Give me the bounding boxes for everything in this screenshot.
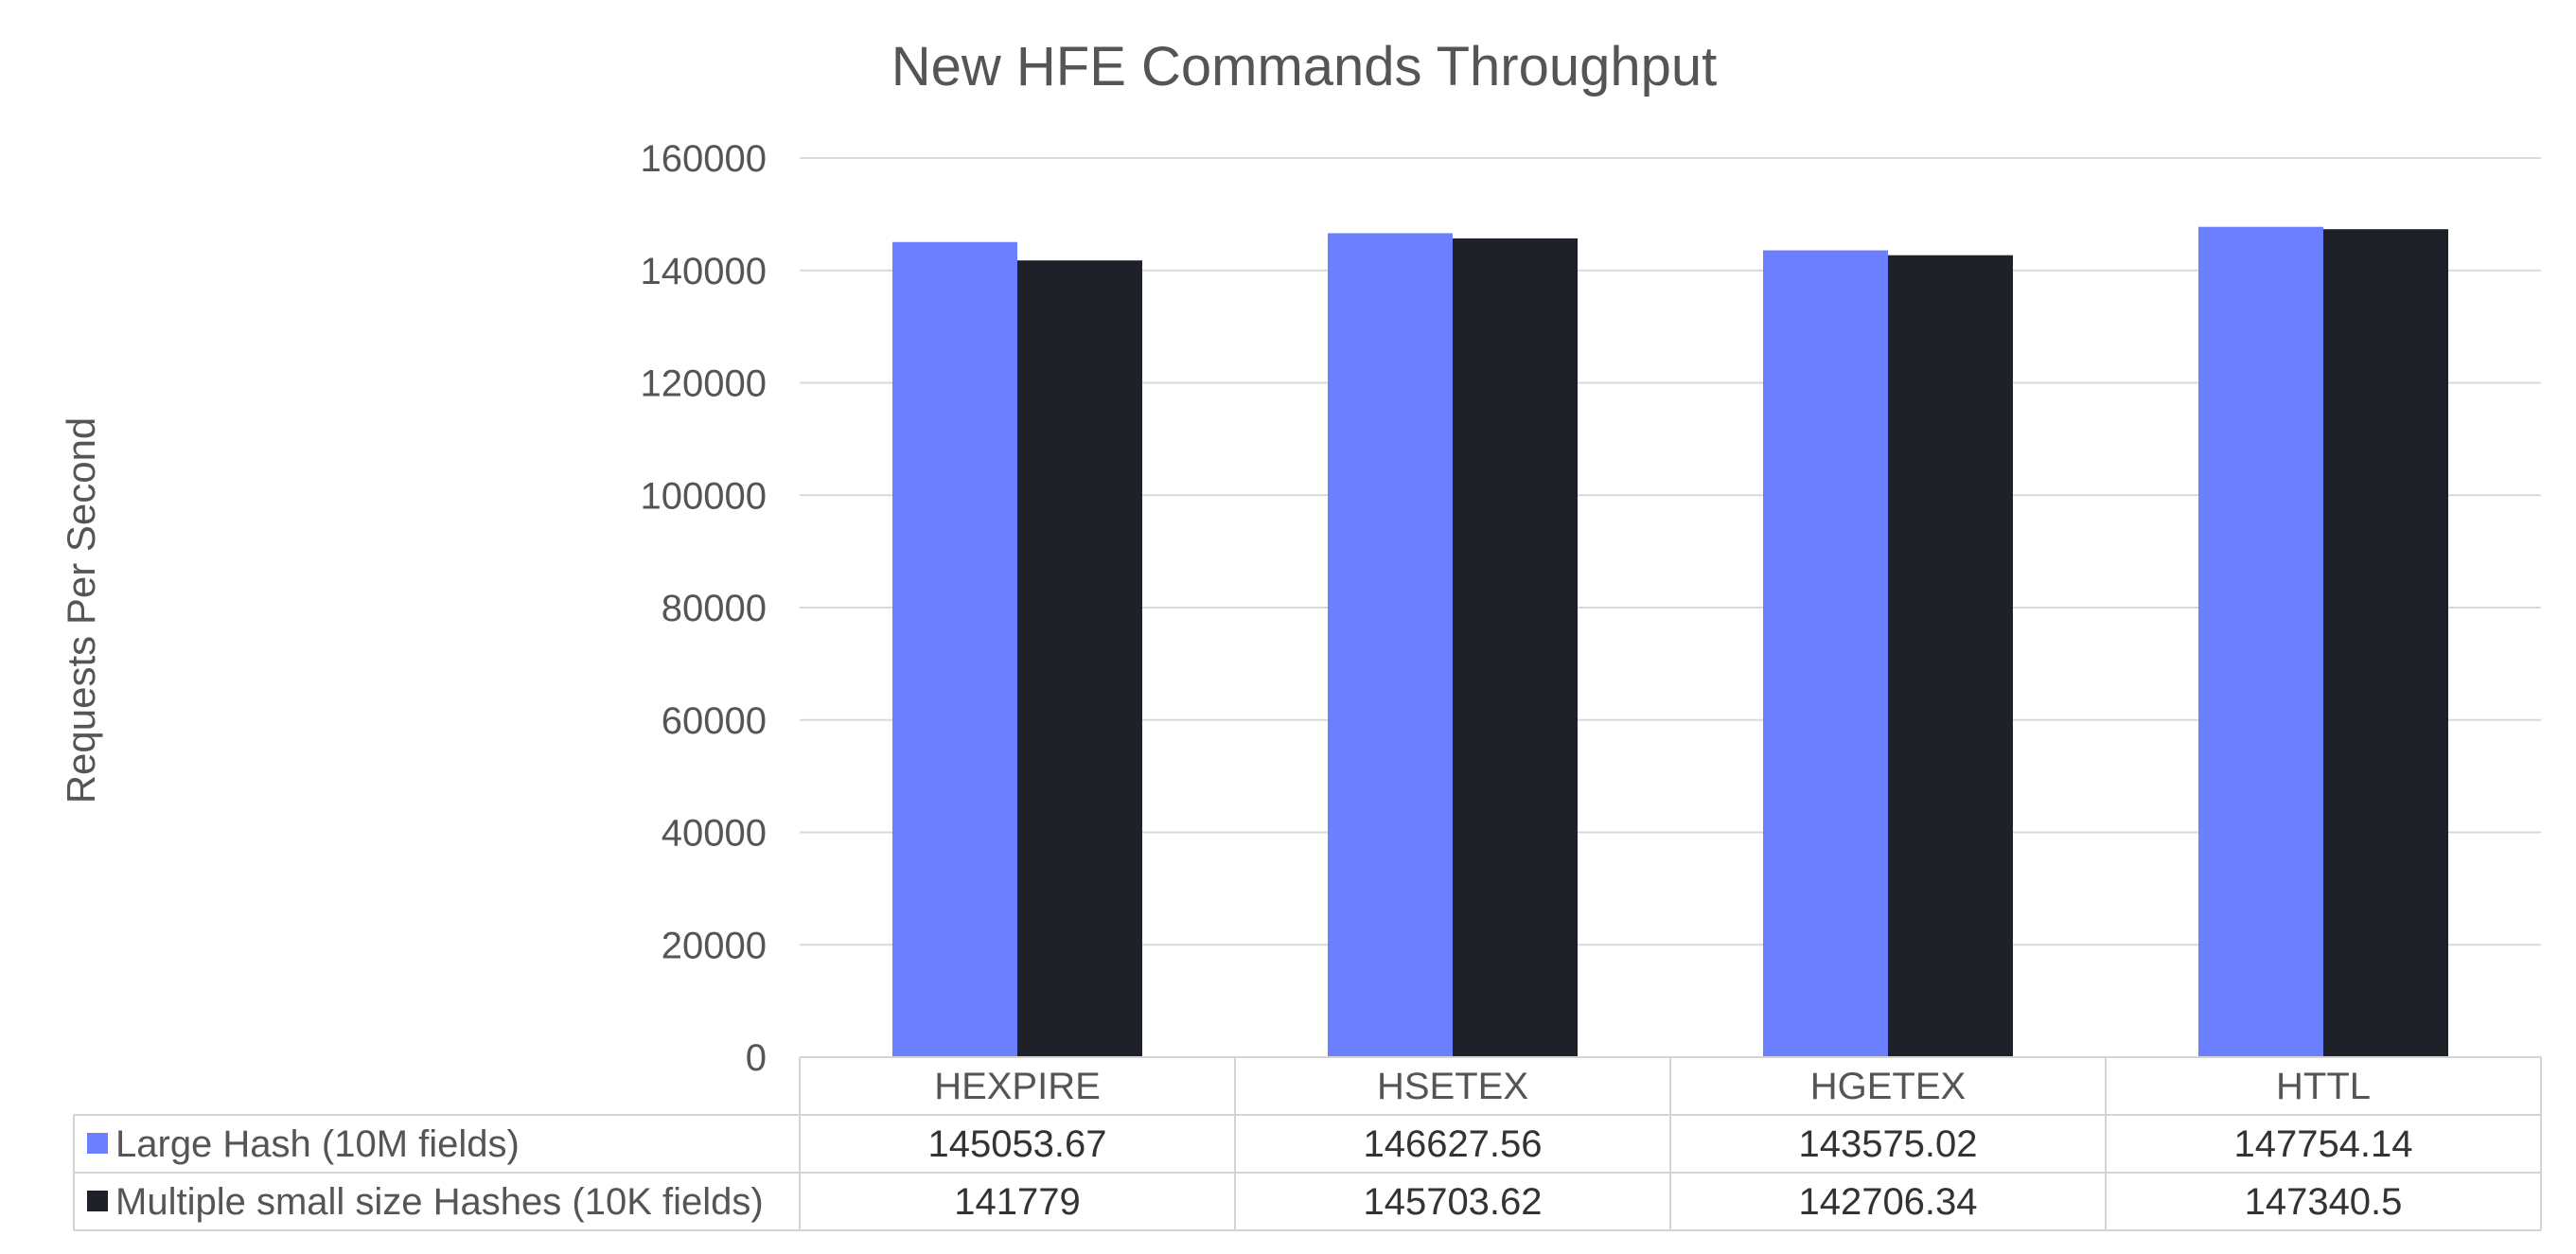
y-tick-label: 80000 — [662, 588, 767, 629]
legend-key — [87, 1191, 108, 1211]
y-tick-label: 100000 — [641, 475, 767, 517]
table-value: 146627.56 — [1363, 1123, 1542, 1165]
x-category-label: HEXPIRE — [934, 1066, 1101, 1107]
table-value: 145053.67 — [927, 1123, 1106, 1165]
y-tick-label: 0 — [746, 1037, 767, 1079]
y-tick-label: 140000 — [641, 251, 767, 292]
y-axis-label: Requests Per Second — [59, 417, 103, 804]
table-value: 145703.62 — [1363, 1181, 1542, 1223]
y-tick-label: 20000 — [662, 925, 767, 966]
y-tick-label: 120000 — [641, 363, 767, 405]
bar-large-hash-httl — [2198, 226, 2323, 1058]
x-category-label: HTTL — [2276, 1066, 2371, 1107]
chart-title: New HFE Commands Throughput — [891, 36, 1718, 97]
y-tick-label: 60000 — [662, 700, 767, 742]
bar-small-hashes-hexpire — [1017, 260, 1142, 1057]
y-tick-label: 160000 — [641, 138, 767, 180]
bar-large-hash-hgetex — [1763, 250, 1888, 1057]
table-value: 143575.02 — [1798, 1123, 1977, 1165]
legend-key — [87, 1133, 108, 1154]
bar-large-hash-hsetex — [1328, 233, 1453, 1057]
bar-small-hashes-httl — [2323, 229, 2448, 1058]
table-value: 141779 — [954, 1181, 1080, 1223]
bar-small-hashes-hsetex — [1453, 238, 1578, 1057]
table-value: 142706.34 — [1798, 1181, 1977, 1223]
x-category-label: HGETEX — [1810, 1066, 1966, 1107]
x-category-label: HSETEX — [1377, 1066, 1528, 1107]
y-axis-ticks: 0 20000 40000 60000 80000 100000 120000 140000 1… — [641, 138, 767, 1079]
bars — [892, 226, 2448, 1058]
y-tick-label: 40000 — [662, 813, 767, 855]
table-value: 147754.14 — [2233, 1123, 2412, 1165]
table-value: 147340.5 — [2245, 1181, 2403, 1223]
bar-large-hash-hexpire — [892, 241, 1017, 1057]
legend-label: Large Hash (10M fields) — [115, 1123, 520, 1165]
legend-label: Multiple small size Hashes (10K fields) — [115, 1181, 764, 1223]
bar-small-hashes-hgetex — [1888, 255, 2013, 1057]
data-table: HEXPIRE HSETEX HGETEX HTTL Large Hash (10M f… — [73, 1056, 2542, 1231]
